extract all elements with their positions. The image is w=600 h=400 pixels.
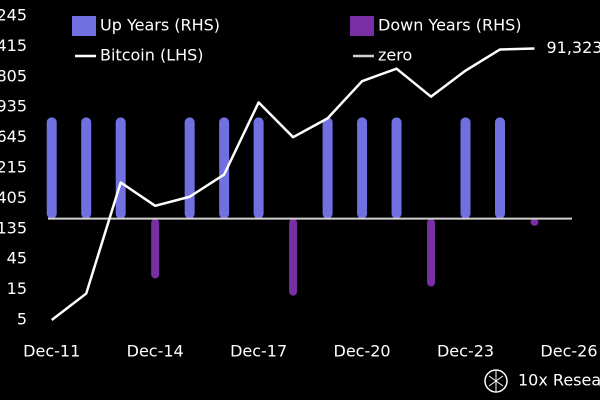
bar (46, 117, 57, 219)
value-label: 91,323 (546, 38, 600, 57)
legend-label: Down Years (RHS) (378, 16, 522, 35)
bar (115, 117, 126, 219)
x-tick-label: Dec-14 (127, 342, 184, 361)
source: 10x Research (518, 371, 600, 390)
y-tick-label: 15 (7, 279, 27, 298)
y-tick-label: 1215 (0, 158, 27, 177)
bar (184, 117, 195, 219)
y-tick-label: 135 (0, 218, 27, 237)
bar (391, 117, 402, 219)
bar (289, 218, 298, 296)
bar (322, 117, 333, 219)
bar (81, 117, 92, 219)
x-tick-label: Dec-23 (437, 342, 494, 361)
x-tick-label: Dec-11 (23, 342, 80, 361)
bitcoin-line (50, 47, 535, 321)
bar (253, 117, 264, 219)
legend-swatch (350, 16, 374, 36)
y-tick-label: 45 (7, 249, 27, 268)
y-tick-label: 10935 (0, 97, 27, 116)
y-tick-label: 405 (0, 188, 27, 207)
y-tick-label: 3645 (0, 127, 27, 146)
y-tick-label: 5 (17, 310, 27, 329)
x-tick-label: Dec-20 (334, 342, 391, 361)
legend-label: zero (378, 46, 412, 65)
x-tick-label: Dec-26 (540, 342, 597, 361)
bar (460, 117, 471, 219)
bar (530, 218, 539, 226)
y-tick-label: 32805 (0, 66, 27, 85)
legend-label: Up Years (RHS) (100, 16, 220, 35)
bar (495, 117, 505, 219)
bar (357, 117, 368, 219)
legend-label: Bitcoin (LHS) (100, 46, 204, 65)
legend-swatch (72, 16, 96, 36)
bar (427, 218, 436, 287)
bar (151, 218, 160, 279)
y-tick-label: 98415 (0, 36, 27, 55)
bar (219, 117, 230, 219)
x-tick-label: Dec-17 (230, 342, 287, 361)
logo (484, 369, 508, 393)
y-tick-label: 295245 (0, 6, 27, 25)
